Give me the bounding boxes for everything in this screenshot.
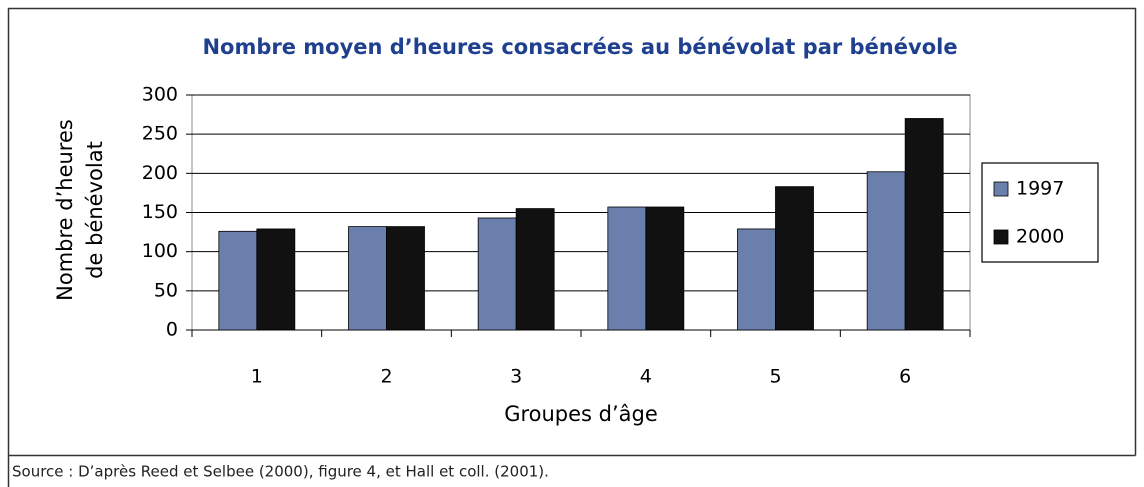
- y-tick-label: 250: [142, 123, 178, 145]
- bar: [348, 226, 387, 331]
- x-tick-label: 4: [640, 366, 652, 388]
- bar: [218, 230, 258, 331]
- legend-box: [981, 162, 1099, 263]
- bar: [904, 118, 944, 331]
- x-tick-label: 6: [899, 366, 911, 388]
- y-axis-label: Nombre d’heures: [53, 119, 77, 301]
- y-axis-label: de bénévolat: [83, 141, 107, 279]
- y-tick-label: 50: [154, 279, 178, 301]
- bar: [256, 228, 296, 331]
- y-tick-label: 100: [142, 240, 178, 262]
- x-tick-label: 3: [510, 366, 522, 388]
- y-tick-label: 0: [166, 319, 178, 341]
- legend-label: 2000: [1016, 226, 1064, 248]
- bar: [866, 171, 906, 331]
- x-axis-label: Groupes d’âge: [504, 402, 658, 426]
- legend-swatch: [993, 181, 1009, 197]
- source: Source : D’après Reed et Selbee (2000), …: [12, 463, 549, 481]
- y-tick-label: 150: [142, 201, 178, 223]
- frame: [7, 7, 1137, 487]
- chart-title: Nombre moyen d’heures consacrées au béné…: [202, 35, 957, 59]
- y-tick-label: 300: [142, 84, 178, 106]
- bar: [737, 228, 776, 331]
- legend-swatch: [993, 229, 1009, 245]
- x-tick-label: 2: [380, 366, 392, 388]
- bar: [477, 217, 517, 331]
- legend-label: 1997: [1016, 178, 1064, 200]
- bar: [607, 206, 647, 331]
- bar: [386, 226, 425, 331]
- y-tick-label: 200: [142, 162, 178, 184]
- bar: [515, 208, 555, 331]
- bar: [775, 186, 814, 331]
- bar: [645, 206, 685, 331]
- x-tick-label: 5: [769, 366, 781, 388]
- x-tick-label: 1: [251, 366, 263, 388]
